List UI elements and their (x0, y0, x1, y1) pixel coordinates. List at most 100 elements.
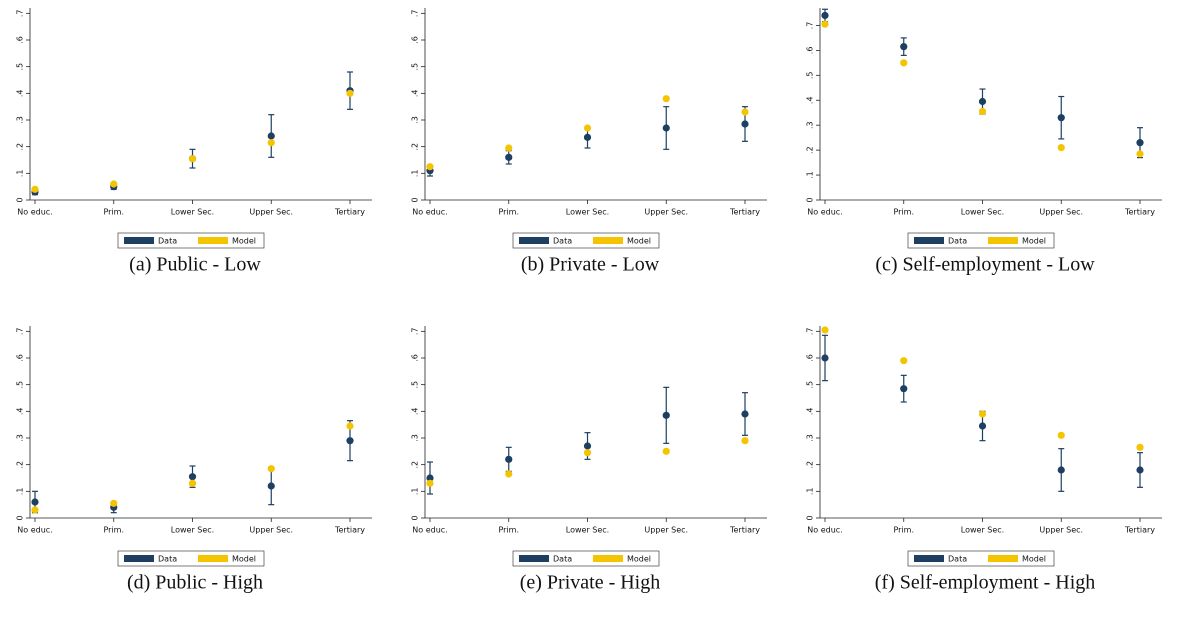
legend-label: Model (1022, 237, 1046, 246)
x-tick-label: Prim. (893, 526, 914, 535)
point (741, 410, 749, 418)
y-tick-label: 0 (411, 515, 420, 520)
point (426, 163, 434, 171)
legend-label: Model (1022, 555, 1046, 564)
point (900, 357, 908, 365)
y-tick-label: .5 (806, 381, 815, 389)
point (188, 473, 197, 481)
point (1136, 466, 1144, 474)
legend-swatch (988, 237, 1018, 244)
x-tick-label: No educ. (807, 208, 842, 217)
y-tick-label: .4 (411, 408, 420, 416)
legend-label: Data (948, 555, 967, 564)
x-tick-label: Prim. (103, 526, 124, 535)
y-tick-label: .6 (16, 354, 25, 362)
point (110, 180, 118, 188)
x-tick-label: Tertiary (334, 526, 365, 535)
legend-swatch (198, 237, 228, 244)
y-tick-label: .3 (806, 434, 815, 442)
x-tick-label: Upper Sec. (249, 208, 293, 217)
point (583, 124, 592, 132)
y-tick-label: 0 (16, 197, 25, 202)
legend-swatch (914, 237, 944, 244)
x-tick-label: Upper Sec. (1039, 526, 1083, 535)
point (1136, 139, 1144, 147)
legend-swatch (593, 555, 623, 562)
legend-swatch (519, 237, 549, 244)
point (346, 422, 354, 430)
x-tick-label: Lower Sec. (171, 526, 214, 535)
legend-box (907, 550, 1055, 567)
y-tick-label: .4 (16, 408, 25, 416)
y-tick-label: .3 (411, 116, 420, 124)
y-tick-label: .1 (806, 171, 815, 179)
y-tick-label: .5 (16, 63, 25, 71)
legend-box (512, 232, 660, 249)
point (110, 499, 118, 507)
x-tick-label: Prim. (498, 208, 519, 217)
y-tick-label: .6 (411, 36, 420, 44)
point (1057, 466, 1065, 474)
legend-label: Data (553, 555, 572, 564)
x-tick-label: No educ. (17, 208, 52, 217)
y-tick-label: .4 (806, 96, 815, 104)
y-tick-label: .5 (411, 381, 420, 389)
legend-label: Data (553, 237, 572, 246)
point (583, 449, 592, 457)
x-tick-label: Prim. (498, 526, 519, 535)
point (505, 144, 513, 152)
y-tick-label: .2 (806, 146, 815, 154)
legend-box (117, 232, 265, 249)
point (1057, 144, 1065, 152)
y-tick-label: 0 (806, 515, 815, 520)
x-tick-label: Lower Sec. (566, 526, 609, 535)
legend-swatch (198, 555, 228, 562)
y-tick-label: .1 (806, 488, 815, 496)
point (188, 155, 197, 163)
y-tick-label: .2 (16, 461, 25, 469)
x-tick-label: Tertiary (729, 208, 760, 217)
y-tick-label: .7 (806, 328, 815, 336)
x-tick-label: Prim. (103, 208, 124, 217)
point (346, 437, 354, 445)
legend-swatch (124, 555, 154, 562)
y-tick-label: .7 (16, 10, 25, 18)
point (900, 43, 908, 51)
point (583, 133, 592, 141)
point (505, 470, 513, 478)
legend-label: Data (158, 237, 177, 246)
y-tick-label: .1 (16, 488, 25, 496)
point (900, 385, 908, 393)
x-tick-label: Tertiary (729, 526, 760, 535)
legend-swatch (914, 555, 944, 562)
point (188, 479, 197, 487)
y-tick-label: .5 (411, 63, 420, 71)
x-tick-label: Lower Sec. (171, 208, 214, 217)
y-tick-label: .4 (411, 90, 420, 98)
point (978, 97, 987, 106)
x-tick-label: Upper Sec. (644, 526, 688, 535)
x-tick-label: Prim. (893, 208, 914, 217)
y-tick-label: .5 (16, 381, 25, 389)
x-tick-label: Tertiary (1124, 526, 1155, 535)
y-tick-label: 0 (411, 197, 420, 202)
legend-box (512, 550, 660, 567)
y-tick-label: .3 (411, 434, 420, 442)
point (1057, 114, 1065, 122)
point (346, 89, 354, 97)
legend-label: Data (158, 555, 177, 564)
y-tick-label: .6 (806, 354, 815, 362)
point (821, 326, 829, 334)
x-tick-label: Tertiary (1124, 208, 1155, 217)
y-tick-label: .3 (16, 116, 25, 124)
legend-label: Model (232, 555, 256, 564)
point (741, 108, 749, 116)
point (1057, 431, 1065, 439)
point (662, 95, 670, 103)
y-tick-label: .5 (806, 72, 815, 80)
legend-swatch (593, 237, 623, 244)
x-tick-label: Upper Sec. (644, 208, 688, 217)
caption: (f) Self-employment - High (875, 572, 1096, 594)
y-tick-label: .7 (411, 328, 420, 336)
